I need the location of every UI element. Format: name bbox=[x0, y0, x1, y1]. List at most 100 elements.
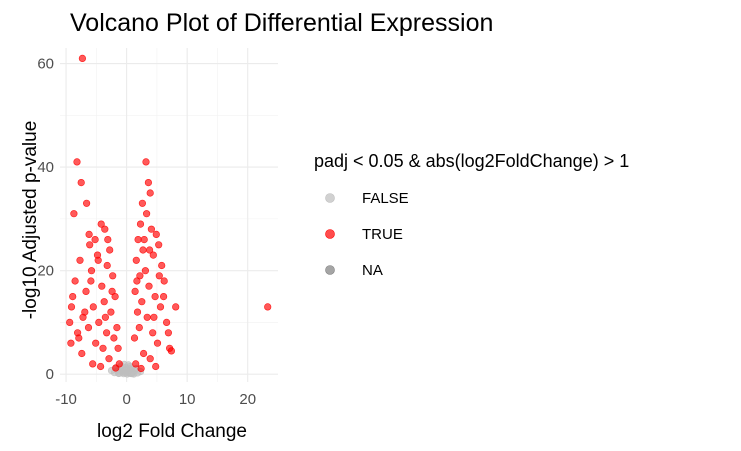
point-true bbox=[164, 329, 172, 337]
point-true bbox=[144, 179, 152, 187]
x-tick-label: 0 bbox=[122, 391, 130, 408]
point-true bbox=[145, 282, 153, 290]
point-true bbox=[138, 199, 146, 207]
point-true bbox=[75, 334, 83, 342]
point-true bbox=[172, 303, 180, 311]
chart-title: Volcano Plot of Differential Expression bbox=[70, 9, 493, 37]
point-true bbox=[131, 287, 139, 296]
point-true bbox=[78, 54, 86, 63]
point-true bbox=[87, 267, 96, 275]
point-true bbox=[71, 277, 79, 285]
point-true bbox=[136, 220, 145, 228]
point-true bbox=[77, 179, 85, 187]
point-true bbox=[153, 339, 162, 347]
point-true bbox=[151, 293, 159, 301]
point-true bbox=[156, 303, 165, 311]
point-true bbox=[108, 287, 116, 296]
point-true bbox=[149, 251, 157, 259]
legend-label-na: NA bbox=[362, 262, 383, 279]
legend-label-false: FALSE bbox=[362, 190, 409, 207]
point-true bbox=[67, 303, 76, 311]
point-true bbox=[146, 189, 154, 197]
point-true bbox=[137, 364, 145, 373]
point-true bbox=[101, 313, 109, 321]
point-true bbox=[135, 324, 143, 332]
point-true bbox=[101, 225, 109, 233]
legend-key-true bbox=[325, 229, 335, 239]
point-true bbox=[155, 272, 163, 280]
point-true bbox=[96, 362, 105, 371]
point-false bbox=[115, 369, 123, 378]
point-true bbox=[132, 256, 140, 264]
point-true bbox=[143, 313, 151, 321]
point-true bbox=[66, 318, 74, 327]
point-true bbox=[104, 236, 112, 244]
point-true bbox=[89, 360, 97, 368]
point-true bbox=[82, 287, 90, 296]
point-true bbox=[133, 308, 142, 316]
point-true bbox=[160, 277, 168, 285]
point-true bbox=[152, 362, 160, 371]
point-true bbox=[84, 324, 93, 332]
point-true bbox=[103, 261, 111, 270]
y-tick-label: 40 bbox=[37, 159, 54, 176]
point-true bbox=[110, 334, 118, 342]
point-true bbox=[82, 199, 91, 207]
x-tick-label: 20 bbox=[239, 391, 256, 408]
legend: padj < 0.05 & abs(log2FoldChange) > 1 FA… bbox=[314, 151, 629, 279]
x-tick-label: -10 bbox=[55, 391, 77, 408]
point-true bbox=[141, 267, 149, 275]
point-true bbox=[85, 230, 93, 238]
point-true bbox=[114, 344, 122, 352]
point-true bbox=[113, 324, 121, 332]
point-true bbox=[87, 277, 95, 285]
point-true bbox=[142, 158, 150, 166]
point-true bbox=[140, 349, 148, 358]
point-true bbox=[91, 236, 99, 244]
point-true bbox=[143, 210, 151, 218]
y-tick-label: 60 bbox=[37, 56, 54, 73]
point-true bbox=[155, 241, 163, 249]
point-true bbox=[146, 246, 154, 254]
legend-label-true: TRUE bbox=[362, 226, 403, 243]
point-true bbox=[97, 220, 105, 228]
point-true bbox=[109, 272, 117, 280]
legend-key-false bbox=[325, 193, 335, 203]
point-true bbox=[92, 339, 100, 347]
point-true bbox=[86, 241, 94, 249]
point-true bbox=[73, 158, 81, 166]
point-true bbox=[81, 308, 89, 316]
y-tick-label: 0 bbox=[46, 366, 54, 383]
point-true bbox=[167, 347, 175, 355]
point-true bbox=[76, 256, 84, 264]
point-true bbox=[140, 236, 148, 244]
point-false bbox=[130, 370, 138, 378]
point-true bbox=[158, 261, 166, 270]
x-axis-title: log2 Fold Change bbox=[97, 421, 247, 442]
point-true bbox=[133, 277, 141, 285]
point-true bbox=[150, 313, 158, 321]
y-tick-label: 20 bbox=[37, 263, 54, 280]
point-true bbox=[264, 303, 272, 311]
point-true bbox=[139, 246, 147, 254]
point-false bbox=[122, 367, 130, 375]
point-true bbox=[70, 210, 78, 218]
point-true bbox=[98, 282, 106, 290]
point-true bbox=[152, 230, 160, 238]
point-true bbox=[78, 349, 86, 358]
x-tick-label: 10 bbox=[179, 391, 196, 408]
point-true bbox=[95, 318, 103, 327]
point-true bbox=[134, 236, 142, 244]
point-true bbox=[112, 364, 120, 372]
point-true bbox=[100, 298, 108, 306]
point-true bbox=[94, 256, 102, 264]
point-true bbox=[147, 225, 155, 233]
point-true bbox=[69, 293, 77, 301]
point-true bbox=[160, 293, 168, 301]
point-true bbox=[107, 308, 115, 316]
point-true bbox=[102, 329, 111, 337]
point-true bbox=[132, 360, 140, 368]
legend-key-na bbox=[325, 265, 335, 275]
